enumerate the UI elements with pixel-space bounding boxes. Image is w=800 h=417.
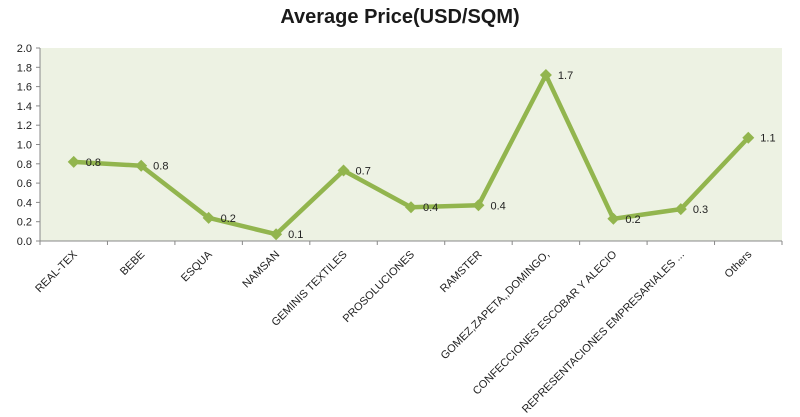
data-point — [539, 69, 552, 82]
x-category-label: RAMSTER — [438, 249, 485, 296]
data-label: 1.7 — [558, 70, 573, 82]
y-tick-label: 0.8 — [17, 159, 32, 171]
data-label: 0.8 — [153, 161, 168, 173]
x-category-label: PROSOLUCIONES — [341, 249, 417, 325]
y-tick-label: 0.0 — [17, 236, 32, 248]
data-label: 0.2 — [625, 214, 640, 226]
y-tick-label: 1.4 — [17, 101, 32, 113]
y-tick-label: 1.8 — [17, 62, 32, 74]
data-label: 0.1 — [288, 229, 303, 241]
data-point — [67, 155, 80, 168]
data-point — [135, 159, 148, 172]
y-tick-label: 1.2 — [17, 120, 32, 132]
data-label: 0.8 — [86, 157, 101, 169]
x-category-label: GOMEZ,ZAPETA,,DOMINGO, — [439, 249, 552, 362]
x-category-label: GEMINIS TEXTILES — [270, 249, 350, 329]
data-point — [674, 203, 687, 216]
data-label: 1.1 — [760, 133, 775, 145]
chart-title: Average Price(USD/SQM) — [280, 6, 520, 28]
data-label: 0.2 — [221, 213, 236, 225]
x-category-label: CONFECCIONES ESCOBAR Y ALECIO — [471, 248, 620, 397]
x-category-label: REPRESENTACIONES EMPRESARIALES ... — [520, 249, 687, 416]
data-label: 0.7 — [356, 166, 371, 178]
y-tick-label: 0.4 — [17, 197, 32, 209]
x-category-label: Others — [723, 248, 755, 280]
y-tick-label: 1.0 — [17, 140, 32, 152]
x-category-label: NAMSAN — [240, 249, 282, 291]
data-label: 0.4 — [423, 202, 438, 214]
data-label: 0.3 — [693, 204, 708, 216]
y-tick-label: 0.2 — [17, 217, 32, 229]
data-point — [270, 228, 283, 241]
y-tick-label: 1.6 — [17, 82, 32, 94]
y-tick-label: 2.0 — [17, 43, 32, 55]
data-point — [472, 199, 485, 212]
data-point — [337, 164, 350, 177]
y-tick-label: 0.6 — [17, 178, 32, 190]
x-category-label: BEBE — [118, 249, 147, 278]
data-point — [607, 212, 620, 225]
data-point — [742, 131, 755, 144]
data-label: 0.4 — [490, 200, 505, 212]
x-category-label: ESQUA — [179, 248, 215, 284]
data-point — [405, 201, 417, 214]
x-category-label: REAL-TEX — [33, 248, 80, 295]
data-point — [202, 211, 215, 224]
